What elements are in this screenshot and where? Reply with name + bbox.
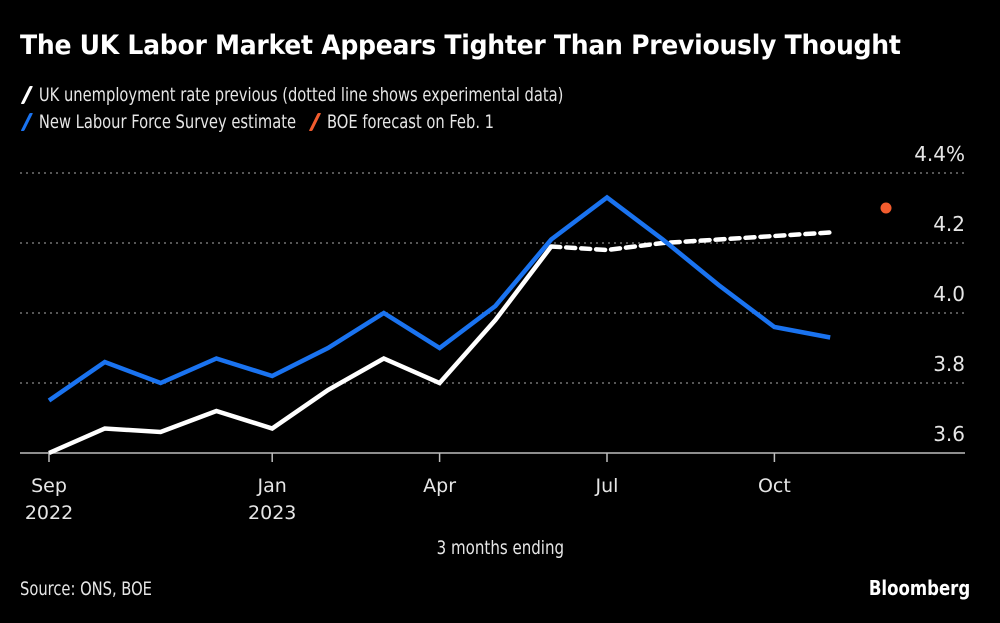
x-axis-title: 3 months ending (0, 537, 1000, 559)
legend-row-1: UK unemployment rate previous (dotted li… (20, 84, 575, 106)
bloomberg-logo: Bloomberg (868, 576, 970, 600)
x-tick-label: Oct (758, 475, 791, 497)
x-tick-sublabel: 2023 (248, 502, 296, 524)
y-tick-label: 4.2 (933, 212, 965, 236)
x-axis-title-text: 3 months ending (436, 537, 564, 559)
legend-label-previous: UK unemployment rate previous (dotted li… (38, 84, 564, 106)
x-tick-label: Jul (595, 475, 619, 497)
legend-item-previous: UK unemployment rate previous (dotted li… (20, 84, 563, 106)
series-previous-line (48, 245, 553, 456)
legend-row-2: New Labour Force Survey estimate BOE for… (20, 111, 506, 133)
x-tick-label: Jan (257, 475, 287, 497)
legend-label-lfs: New Labour Force Survey estimate (38, 111, 297, 133)
y-tick-label: 4.0 (933, 282, 965, 306)
gridlines (20, 172, 965, 384)
x-tick-label: Apr (423, 475, 456, 497)
legend-item-lfs: New Labour Force Survey estimate (20, 111, 296, 133)
chart-title: The UK Labor Market Appears Tighter Than… (20, 30, 901, 61)
x-axis: Sep 2022 Jan 2023 Apr Jul Oct (20, 452, 965, 524)
series-previous-experimental-line (548, 230, 833, 253)
legend-label-boe: BOE forecast on Feb. 1 (327, 111, 495, 133)
y-axis-ticks: 3.6 3.8 4.0 4.2 4.4% (914, 142, 965, 446)
series-lfs-line (47, 194, 831, 403)
y-tick-label: 3.8 (933, 352, 965, 376)
boe-forecast-point (880, 202, 892, 214)
source-note: Source: ONS, BOE (20, 578, 152, 600)
legend-item-boe: BOE forecast on Feb. 1 (308, 111, 494, 133)
x-tick-label: Sep (31, 475, 67, 497)
x-tick-sublabel: 2022 (25, 502, 73, 524)
series-group (47, 194, 892, 456)
y-tick-label: 4.4% (914, 142, 965, 166)
y-tick-label: 3.6 (933, 422, 965, 446)
